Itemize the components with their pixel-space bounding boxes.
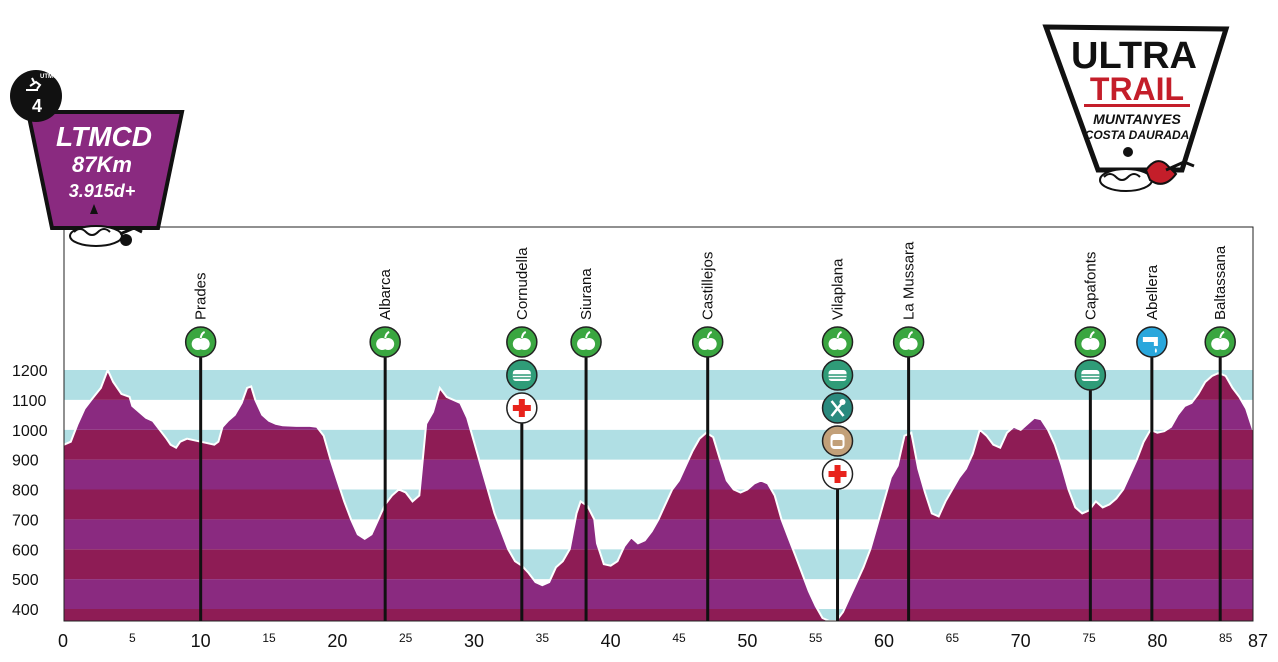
badge-small-text: UTMCD — [40, 74, 62, 80]
background-band — [64, 370, 1253, 400]
x-tick-label-minor: 25 — [399, 631, 413, 645]
profile-band — [64, 609, 1253, 621]
badge-code: LTMCD — [56, 121, 152, 152]
waypoint-poles — [199, 357, 1222, 621]
y-tick-label: 1000 — [12, 423, 48, 440]
logo-line3: MUNTANYES — [1093, 111, 1181, 127]
bag-icon — [1074, 359, 1107, 391]
waypoint-label: Capafonts — [1082, 252, 1099, 320]
background-band — [64, 340, 1253, 370]
waypoint-label: Baltassana — [1212, 245, 1229, 320]
x-tick-label: 80 — [1147, 631, 1167, 651]
profile-outline — [63, 367, 1254, 622]
race-badge: UTMCD 4 LTMCD 87Km 3.915d+ — [10, 70, 185, 247]
y-tick-label: 1200 — [12, 363, 48, 380]
x-tick-label-minor: 75 — [1082, 631, 1096, 645]
x-tick-label: 50 — [737, 631, 757, 651]
x-tick-label: 20 — [327, 631, 347, 651]
apple-icon — [184, 326, 217, 358]
badge-shield — [25, 110, 185, 230]
x-tick-label-minor: 15 — [262, 631, 276, 645]
y-tick-label: 800 — [12, 483, 39, 500]
badge-elevation: 3.915d+ — [69, 181, 136, 201]
x-tick-label: 40 — [601, 631, 621, 651]
bag-icon — [821, 359, 854, 391]
waypoint-label: La Mussara — [901, 241, 918, 320]
ultra-trail-logo: ULTRA TRAIL MUNTANYES COSTA DAURADA — [1042, 24, 1230, 192]
x-tick-label-minor: 55 — [809, 631, 823, 645]
x-tick-label: 60 — [874, 631, 894, 651]
x-tick-label: 70 — [1011, 631, 1031, 651]
x-tick-label-minor: 35 — [536, 631, 550, 645]
y-tick-label: 400 — [12, 602, 39, 619]
waypoint-label: Cornudella — [514, 247, 531, 320]
profile-band — [64, 579, 1253, 609]
badge-distance: 87Km — [72, 152, 132, 177]
plot-frame — [63, 226, 1254, 622]
waypoint-label: Prades — [193, 272, 210, 320]
waypoint-label: Abellera — [1144, 264, 1161, 320]
y-tick-label: 700 — [12, 512, 39, 529]
badge-number: 4 — [32, 96, 42, 116]
cutlery-icon — [821, 392, 854, 424]
medical-cross-icon — [506, 392, 538, 424]
logo-shield — [1042, 24, 1230, 173]
apple-icon — [1074, 326, 1107, 358]
apple-icon — [691, 326, 724, 358]
y-tick-label: 1100 — [12, 393, 47, 410]
runner-icon — [26, 77, 42, 91]
logo-mascot-icon — [1099, 147, 1195, 192]
apple-icon — [570, 326, 602, 358]
apple-icon — [892, 326, 925, 358]
apple-icon — [369, 326, 401, 358]
runner-mascot-icon — [69, 204, 143, 247]
x-tick-label: 10 — [191, 631, 211, 651]
x-tick-label: 0 — [58, 631, 68, 651]
x-tick-label-minor: 85 — [1219, 631, 1233, 645]
apple-icon — [821, 326, 854, 358]
x-tick-label-minor: 5 — [129, 631, 136, 645]
waypoint-label: Vilaplana — [830, 258, 847, 320]
waypoint-label: Siurana — [578, 268, 595, 320]
waypoint-label: Albarca — [377, 268, 394, 320]
logo-divider — [1084, 104, 1190, 107]
x-tick-label: 87 — [1248, 631, 1268, 651]
y-tick-label: 600 — [12, 542, 39, 559]
logo-line2: TRAIL — [1090, 71, 1184, 107]
medical-cross-icon — [821, 458, 854, 490]
logo-line4: COSTA DAURADA — [1085, 128, 1190, 142]
profile-band — [64, 549, 1253, 580]
waypoint-labels: Prades Albarca Cornudella Siurana Castillejo… — [193, 241, 1230, 320]
waypoint-label: Castillejos — [700, 252, 717, 320]
logo-line1: ULTRA — [1071, 35, 1197, 77]
backpack-icon — [821, 425, 854, 457]
y-tick-label: 900 — [12, 453, 39, 470]
service-icons — [184, 326, 1236, 490]
bag-icon — [506, 359, 538, 391]
apple-icon — [506, 326, 538, 358]
y-tick-label: 500 — [12, 572, 39, 589]
water-tap-icon — [1136, 326, 1168, 358]
x-tick-label: 30 — [464, 631, 484, 651]
axes: 400 500 600 700 800 900 1000 1100 1200 0 10 20 30 40 5… — [12, 363, 1268, 651]
x-tick-label-minor: 45 — [672, 631, 686, 645]
x-tick-label-minor: 65 — [946, 631, 960, 645]
badge-number-circle — [10, 70, 62, 122]
apple-icon — [1204, 326, 1236, 358]
profile-band — [64, 519, 1253, 550]
